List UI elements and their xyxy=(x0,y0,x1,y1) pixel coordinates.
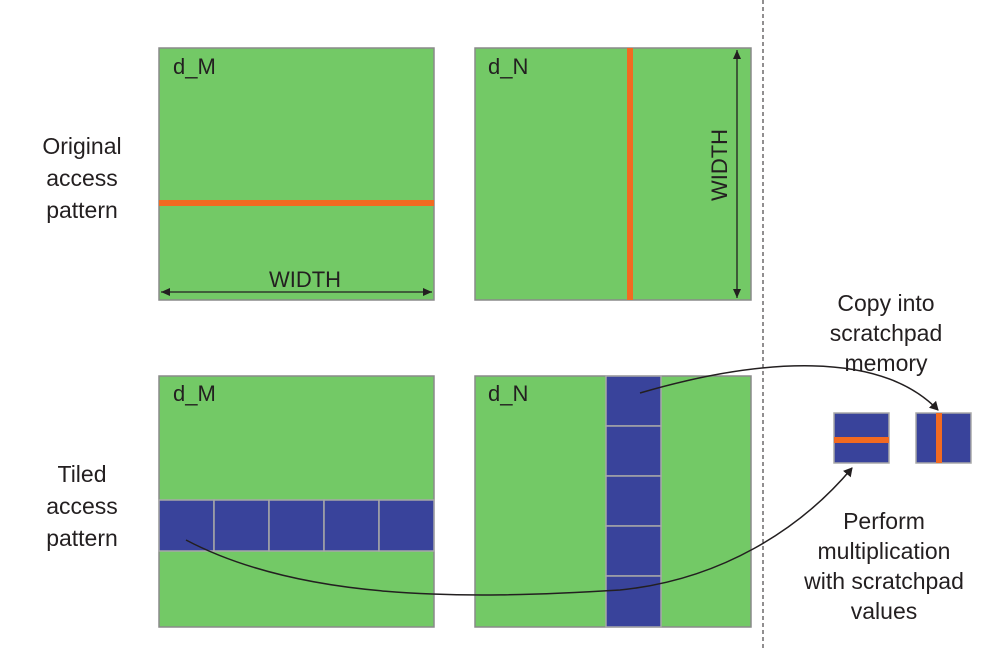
matrix-original-d-n-label: d_N xyxy=(488,54,528,79)
scratchpad-tile-column-body xyxy=(915,412,972,464)
column-access-line xyxy=(627,48,633,300)
row-label-original-line-3: pattern xyxy=(46,197,118,223)
row-label-tiled-line-2: access xyxy=(46,493,118,519)
multiply-arrow xyxy=(185,467,853,596)
copy-annotation-line-2: scratchpad xyxy=(830,320,943,346)
row-label-original-line-1: Original xyxy=(42,133,121,159)
scratchpad-column-line xyxy=(936,413,942,463)
column-tile xyxy=(605,475,662,527)
row-label-tiled: Tiled access pattern xyxy=(46,461,118,551)
matrix-tiled-d-n: d_N xyxy=(474,375,752,628)
matrix-tiled-d-m-label: d_M xyxy=(173,381,216,406)
matrix-original-d-m-body xyxy=(158,47,435,301)
row-tiles xyxy=(158,499,435,552)
row-label-original: Original access pattern xyxy=(42,133,121,223)
perform-annotation-line-1: Perform xyxy=(843,508,925,534)
scratchpad-tile-column xyxy=(915,412,972,464)
width-label-vertical: WIDTH xyxy=(707,129,732,201)
matrix-original-d-m: d_M WIDTH xyxy=(158,47,435,301)
matrix-original-d-n: d_N WIDTH xyxy=(474,47,752,301)
column-tile xyxy=(605,525,662,577)
column-tile xyxy=(605,425,662,477)
scratchpad-row-line xyxy=(834,437,889,443)
perform-annotation-line-4: values xyxy=(851,598,917,624)
column-tile xyxy=(605,575,662,628)
row-tile xyxy=(323,499,380,552)
column-tiles xyxy=(605,375,662,628)
row-tile xyxy=(158,499,215,552)
copy-annotation: Copy into scratchpad memory xyxy=(830,290,943,376)
row-tile xyxy=(378,499,435,552)
row-tile xyxy=(213,499,270,552)
row-tile xyxy=(268,499,325,552)
row-label-original-line-2: access xyxy=(46,165,118,191)
matrix-original-d-m-label: d_M xyxy=(173,54,216,79)
perform-annotation: Perform multiplication with scratchpad v… xyxy=(803,508,964,624)
row-label-tiled-line-1: Tiled xyxy=(58,461,107,487)
matrix-original-d-n-body xyxy=(474,47,752,301)
width-label-horizontal: WIDTH xyxy=(269,267,341,292)
row-label-tiled-line-3: pattern xyxy=(46,525,118,551)
scratchpad-tile-row xyxy=(833,412,890,464)
copy-annotation-line-1: Copy into xyxy=(837,290,934,316)
copy-annotation-line-3: memory xyxy=(844,350,928,376)
perform-annotation-line-3: with scratchpad xyxy=(803,568,964,594)
column-tile xyxy=(605,375,662,427)
perform-annotation-line-2: multiplication xyxy=(818,538,951,564)
matrix-tiled-d-n-label: d_N xyxy=(488,381,528,406)
matrix-tiled-d-m: d_M xyxy=(158,375,435,628)
row-access-line xyxy=(159,200,434,206)
copy-arrow xyxy=(639,365,939,411)
